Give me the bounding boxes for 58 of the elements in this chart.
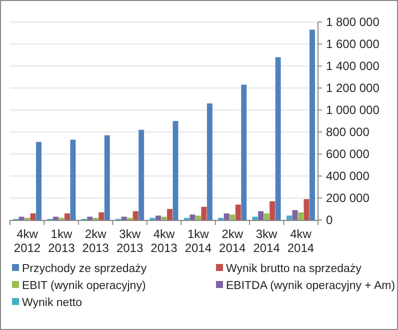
bar xyxy=(138,130,144,220)
bar xyxy=(298,212,304,220)
bar xyxy=(52,216,58,220)
bar xyxy=(310,30,315,220)
bar xyxy=(172,121,178,220)
bar xyxy=(206,103,212,220)
bar xyxy=(304,199,310,220)
bar xyxy=(264,213,270,220)
x-tick-label: 2kw 2014 xyxy=(219,227,246,255)
x-tick-label: 1kw 2014 xyxy=(184,227,212,255)
bar xyxy=(275,57,281,220)
y-tick-label: 400 000 xyxy=(326,169,370,184)
y-tick-label: 1 800 000 xyxy=(326,15,380,30)
legend-label: EBITDA (wynik operacyjny + Am) xyxy=(226,280,396,292)
bar xyxy=(286,216,292,220)
y-tick-label: 800 000 xyxy=(326,125,370,140)
x-tick-label: 3kw 2014 xyxy=(253,227,280,255)
bar xyxy=(252,216,258,220)
y-tick-label: 200 000 xyxy=(326,191,370,206)
legend-label: EBIT (wynik operacyjny) xyxy=(22,280,146,292)
bar xyxy=(98,212,104,220)
bar xyxy=(121,216,127,220)
y-tick-label: 1 200 000 xyxy=(326,81,380,96)
bar xyxy=(87,216,93,220)
x-tick-label: 4kw 2012 xyxy=(14,227,41,255)
bar xyxy=(30,213,36,220)
bar xyxy=(258,211,264,220)
y-tick-label: 0 xyxy=(326,213,333,228)
bar xyxy=(235,204,241,220)
bar xyxy=(156,216,161,220)
bar xyxy=(167,209,172,220)
bar xyxy=(70,140,76,220)
legend-label: Przychody ze sprzedaży xyxy=(22,263,147,276)
bar xyxy=(224,213,230,220)
x-tick-label: 4kw 2013 xyxy=(150,227,178,255)
x-tick-label: 1kw 2013 xyxy=(48,227,76,255)
legend-label: Wynik brutto na sprzedaży xyxy=(226,263,362,276)
bar xyxy=(195,216,201,220)
bar xyxy=(270,201,276,220)
x-tick-label: 3kw 2013 xyxy=(116,227,144,255)
bar xyxy=(104,135,110,220)
bar xyxy=(132,211,138,220)
bar xyxy=(18,216,24,220)
bar xyxy=(201,206,207,220)
y-tick-label: 1 400 000 xyxy=(326,59,380,74)
y-tick-label: 600 000 xyxy=(326,147,370,162)
bar xyxy=(230,214,236,220)
y-tick-label: 1 000 000 xyxy=(326,103,380,118)
y-tick-label: 1 600 000 xyxy=(326,37,380,52)
x-tick-label: 2kw 2013 xyxy=(82,227,110,255)
legend-label: Wynik netto xyxy=(22,297,82,310)
bar xyxy=(190,214,196,220)
bar xyxy=(292,210,298,220)
bar xyxy=(241,84,247,220)
bar xyxy=(161,216,167,220)
bar xyxy=(36,142,42,220)
bar xyxy=(64,213,70,220)
x-tick-label: 4kw 2014 xyxy=(287,227,314,255)
